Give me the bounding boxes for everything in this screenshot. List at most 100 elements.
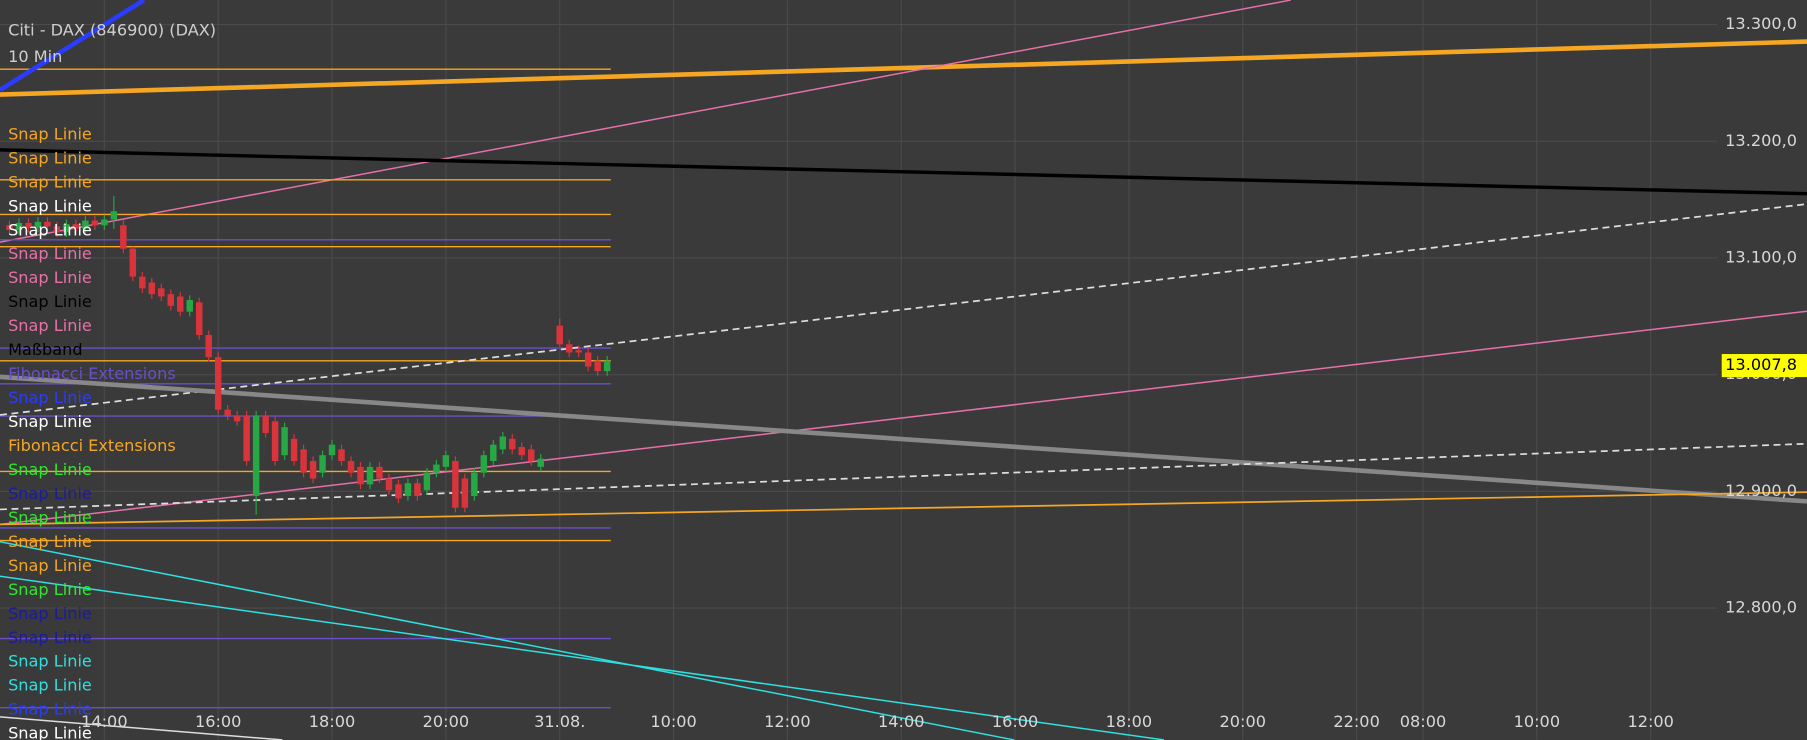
candle-body (528, 449, 535, 462)
drawing-list: Snap Linie Snap Linie Snap Linie Snap Linie… (8, 124, 176, 740)
trend-line (0, 148, 1807, 196)
x-tick-label: 14:00 (81, 712, 127, 731)
candle-body (34, 221, 42, 228)
drawing-label: Snap Linie (8, 244, 92, 263)
x-tick-label: 12:00 (764, 712, 810, 731)
drawing-label: Snap Linie (8, 580, 92, 599)
candle-body (461, 478, 469, 508)
candle-body (262, 415, 269, 434)
x-tick-label: 10:00 (650, 712, 696, 731)
drawing-label: Snap Linie (8, 172, 92, 191)
chart-title: Citi - DAX (846900) (DAX) (8, 21, 216, 40)
drawing-label: Snap Linie (8, 388, 92, 407)
grid (0, 0, 1718, 740)
candle-body (63, 224, 70, 233)
candle-body (433, 464, 440, 473)
x-tick-label: 20:00 (1220, 712, 1266, 731)
drawing-label: Snap Linie (8, 700, 92, 719)
candle-body (15, 222, 23, 230)
candle-body (44, 221, 51, 227)
candle-body (214, 357, 222, 410)
trend-line (0, 310, 1807, 526)
candle-body (509, 438, 516, 450)
candle-body (423, 472, 431, 491)
candle-body (186, 299, 193, 312)
candle-body (480, 455, 488, 473)
candle-body (556, 325, 563, 345)
candle-body (101, 219, 108, 226)
candle-body (271, 421, 279, 462)
drawing-label: Snap Linie (8, 484, 92, 503)
drawing-label: Snap Linie (8, 316, 92, 335)
drawing-label: Fibonacci Extensions (8, 364, 176, 383)
drawing-label: Snap Linie (8, 196, 92, 215)
candle-body (309, 461, 317, 479)
y-tick-label: 12.900,0 (1725, 481, 1797, 500)
candle-body (110, 211, 118, 220)
candle-body (243, 415, 250, 462)
x-tick-label: 18:00 (1106, 712, 1152, 731)
candle-body (6, 225, 13, 230)
drawing-label: Snap Linie (8, 532, 92, 551)
candle-body (91, 220, 99, 226)
drawing-label: Snap Linie (8, 268, 92, 287)
drawing-label: Fibonacci Extensions (8, 436, 176, 455)
candle-body (177, 296, 184, 312)
candle-body (300, 449, 307, 473)
last-price-label: 13.007,8 (1725, 355, 1797, 374)
candle-body (366, 466, 374, 485)
trend-line (0, 575, 1165, 740)
candle-body (82, 220, 89, 229)
x-tick-label: 16:00 (195, 712, 241, 731)
last-price-box (1721, 354, 1807, 378)
trend-line (0, 39, 1807, 97)
candle-body (281, 427, 288, 456)
drawing-label: Snap Linie (8, 508, 92, 527)
candle-body (347, 461, 355, 473)
candle-body (452, 461, 459, 508)
candle-body (442, 455, 450, 467)
x-tick-label: 18:00 (309, 712, 355, 731)
candle-body (414, 483, 421, 497)
x-tick-label: 16:00 (992, 712, 1038, 731)
x-tick-label: 20:00 (423, 712, 469, 731)
drawing-label: Snap Linie (8, 676, 92, 695)
candle-body (395, 484, 402, 499)
candle-body (233, 415, 241, 422)
candle-body (385, 478, 393, 491)
drawing-label: Snap Linie (8, 628, 92, 647)
candle-body (565, 344, 573, 353)
drawing-label: Snap Linie (8, 148, 92, 167)
candle-body (471, 472, 478, 497)
drawing-label: Snap Linie (8, 292, 92, 311)
candle-body (357, 466, 364, 485)
candle-body (376, 466, 383, 479)
candle-body (518, 447, 526, 456)
trend-line (0, 0, 1291, 243)
drawing-label: Snap Linie (8, 652, 92, 671)
candle-body (72, 224, 80, 229)
drawing-label: Maßband (8, 340, 83, 359)
candle-body (224, 409, 231, 416)
candle-body (328, 444, 336, 456)
candle-body (167, 294, 174, 306)
drawing-label: Snap Linie (8, 412, 92, 431)
candles (6, 196, 611, 515)
candle-body (603, 360, 611, 372)
drawing-label: Snap Linie (8, 220, 92, 239)
candle-body (195, 302, 203, 335)
trend-line (0, 716, 283, 740)
candle-body (594, 360, 601, 372)
candle-body (158, 288, 165, 297)
trend-line (0, 0, 146, 92)
candle-body (499, 436, 507, 450)
candle-body (129, 248, 137, 277)
candle-body (537, 458, 544, 467)
candle-body (404, 483, 412, 497)
y-tick-label: 12.800,0 (1725, 598, 1797, 617)
x-tick-label: 14:00 (878, 712, 924, 731)
drawing-label: Snap Linie (8, 724, 92, 740)
